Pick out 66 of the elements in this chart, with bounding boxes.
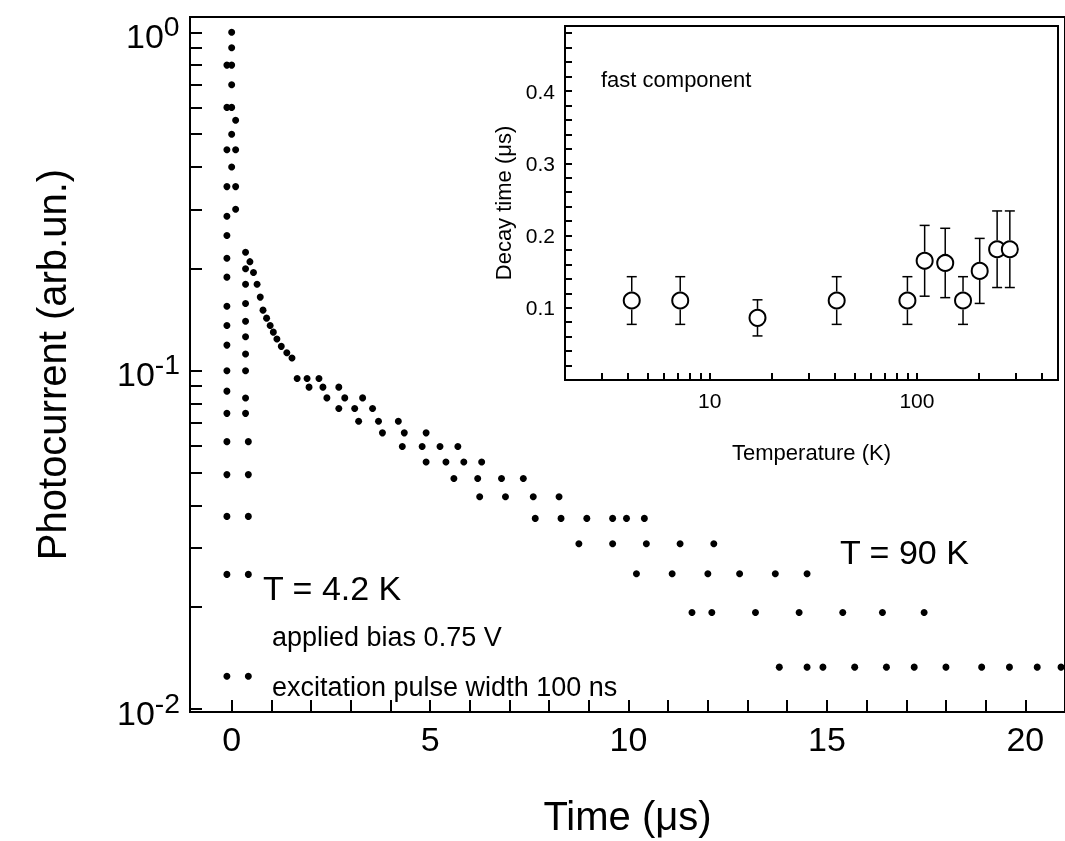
point bbox=[228, 44, 236, 52]
point bbox=[223, 471, 231, 479]
annotation: fast component bbox=[601, 67, 752, 93]
point bbox=[242, 367, 250, 375]
y-tick-label: 10$^{0}$ bbox=[126, 9, 180, 56]
y-axis-title: Photocurrent (arb.un.) bbox=[30, 168, 74, 561]
x-axis-title: Temperature (K) bbox=[732, 439, 891, 465]
point bbox=[228, 130, 236, 138]
point bbox=[232, 183, 240, 191]
y-tick-label: 0.4 bbox=[525, 79, 556, 103]
point bbox=[223, 322, 231, 329]
point bbox=[223, 438, 231, 446]
point bbox=[242, 265, 250, 273]
point bbox=[232, 205, 240, 213]
point bbox=[244, 438, 252, 446]
point bbox=[228, 103, 236, 111]
point bbox=[223, 387, 231, 395]
annotation: applied bias 0.75 V bbox=[272, 622, 502, 653]
y-tick-label: 0.3 bbox=[525, 151, 555, 175]
point bbox=[244, 570, 252, 578]
point bbox=[223, 512, 231, 520]
point bbox=[223, 302, 231, 310]
x-tick-label: 5 bbox=[420, 720, 440, 758]
point bbox=[232, 146, 240, 154]
point bbox=[232, 116, 240, 124]
x-tick-label: 15 bbox=[807, 720, 846, 758]
point bbox=[244, 672, 252, 680]
y-tick-label: 10$^{-1}$ bbox=[117, 348, 181, 394]
x-axis-title: Time (μs) bbox=[543, 794, 712, 838]
point bbox=[244, 471, 252, 479]
point bbox=[223, 183, 231, 191]
point bbox=[228, 163, 236, 171]
point bbox=[244, 512, 252, 520]
x-tick-label: 10 bbox=[609, 720, 648, 758]
point bbox=[228, 81, 236, 89]
x-tick-label: 0 bbox=[222, 720, 242, 758]
annotation: T = 4.2 K bbox=[263, 568, 402, 607]
annotation: excitation pulse width 100 ns bbox=[272, 672, 618, 703]
point bbox=[228, 28, 236, 36]
point bbox=[242, 409, 250, 417]
point bbox=[242, 280, 250, 288]
point bbox=[228, 61, 236, 69]
point bbox=[223, 146, 231, 154]
y-axis-title: Decay time (μs) bbox=[491, 125, 517, 281]
point bbox=[242, 333, 250, 341]
annotation: T = 90 K bbox=[840, 532, 970, 571]
point bbox=[242, 394, 250, 402]
point bbox=[223, 231, 231, 239]
y-tick-label: 0.2 bbox=[525, 224, 555, 248]
point bbox=[223, 273, 231, 281]
point bbox=[223, 254, 231, 262]
point bbox=[242, 350, 250, 358]
point bbox=[223, 570, 231, 578]
x-tick-label: 10 bbox=[698, 389, 722, 412]
point bbox=[242, 248, 250, 256]
y-tick-label: 0.1 bbox=[525, 296, 555, 320]
point bbox=[223, 409, 231, 417]
point bbox=[242, 317, 250, 325]
point bbox=[242, 299, 250, 307]
x-tick-label: 20 bbox=[1006, 720, 1045, 758]
point bbox=[223, 341, 231, 349]
point bbox=[223, 212, 231, 220]
point bbox=[223, 367, 231, 375]
x-tick-label: 100 bbox=[899, 389, 935, 412]
point bbox=[223, 672, 231, 680]
y-tick-label: 10$^{-2}$ bbox=[117, 686, 181, 732]
